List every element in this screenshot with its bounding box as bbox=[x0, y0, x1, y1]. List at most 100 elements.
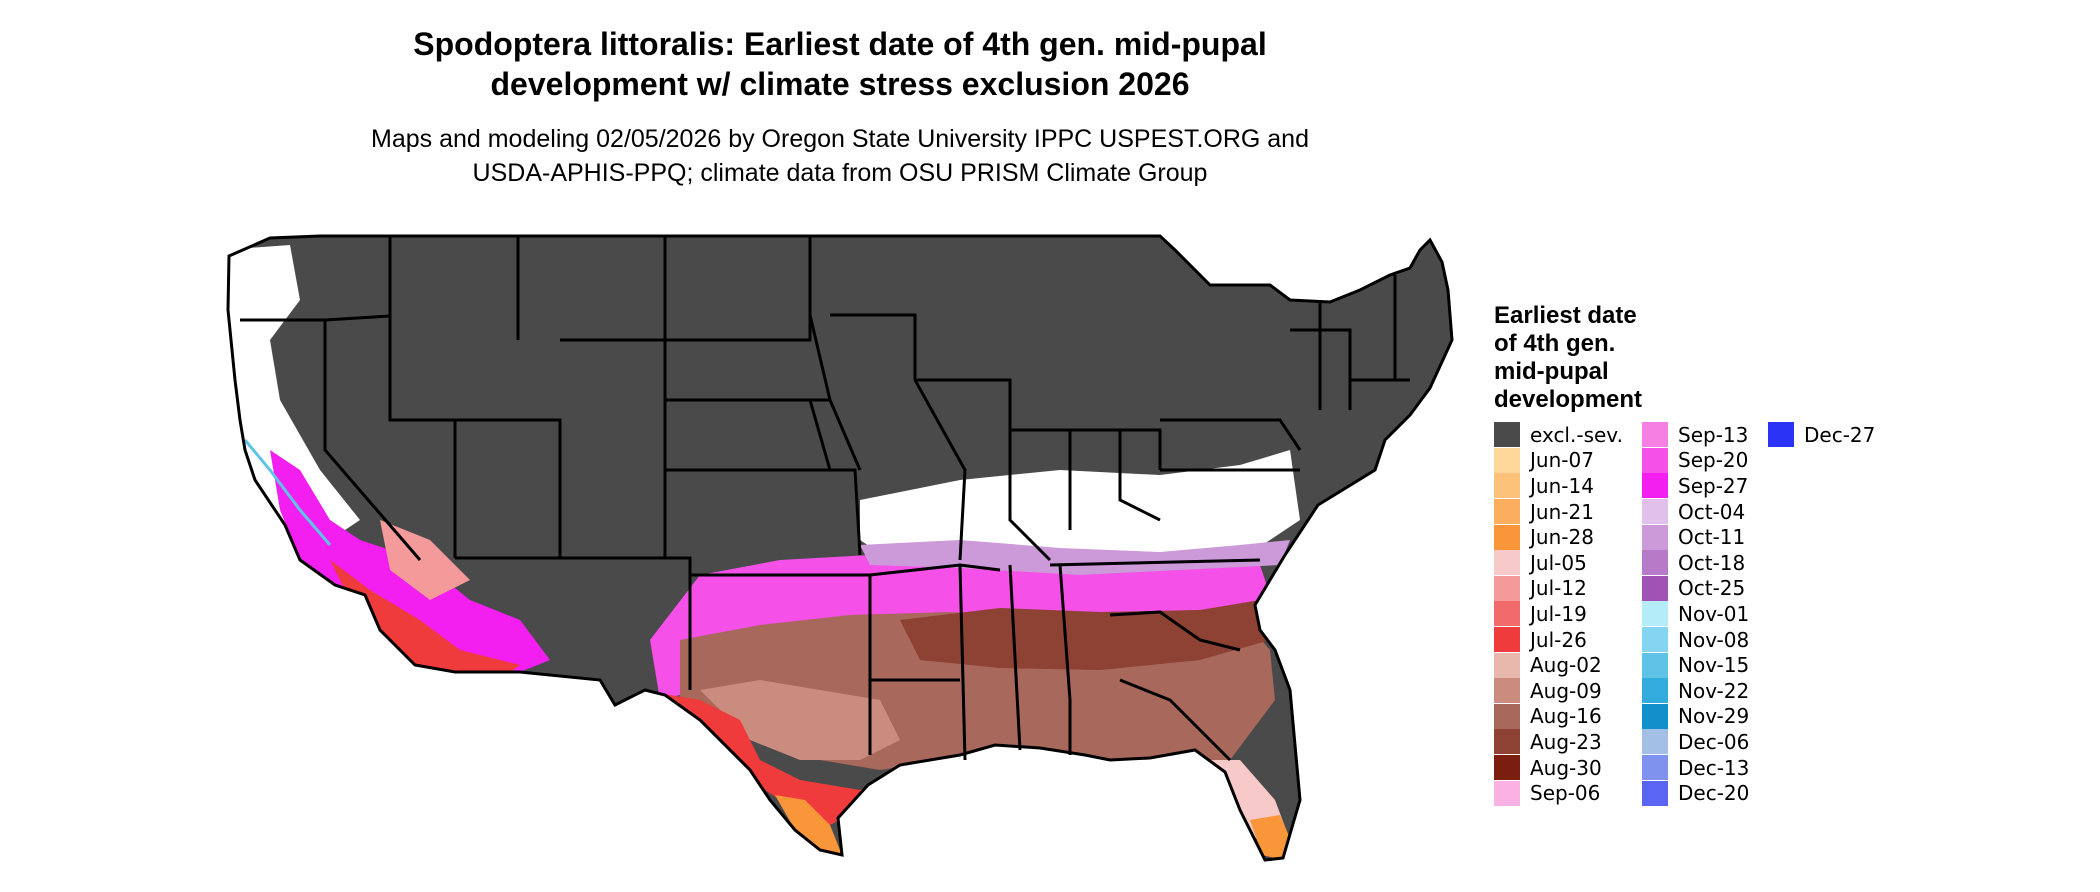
legend-column-2: Sep-13 Sep-20 Sep-27 Oct-04 Oct-11 Oct-18 Oct-… bbox=[1642, 422, 1749, 806]
map-subtitle-line-1: Maps and modeling 02/05/2026 by Oregon S… bbox=[371, 125, 1309, 153]
legend-swatch bbox=[1642, 575, 1668, 601]
legend-item: Sep-06 bbox=[1494, 780, 1623, 806]
legend-label: Sep-27 bbox=[1678, 473, 1749, 498]
band-jul-red-gulf bbox=[640, 690, 1255, 830]
legend-item: Sep-20 bbox=[1642, 447, 1749, 474]
legend-item: Jun-28 bbox=[1494, 524, 1623, 550]
legend-item: Nov-15 bbox=[1642, 652, 1749, 678]
legend-title-line-1: Earliest date bbox=[1494, 302, 1637, 329]
legend-item: Aug-23 bbox=[1494, 729, 1623, 755]
legend-item: Aug-09 bbox=[1494, 678, 1623, 704]
legend-label: Nov-08 bbox=[1678, 627, 1750, 652]
legend-item: Jul-05 bbox=[1494, 550, 1623, 576]
legend-swatch bbox=[1642, 703, 1668, 729]
state-borders bbox=[226, 234, 1454, 862]
legend-swatch bbox=[1494, 627, 1520, 653]
legend-label: Sep-06 bbox=[1530, 781, 1601, 806]
legend-label: Dec-13 bbox=[1678, 755, 1750, 780]
legend-swatch bbox=[1642, 780, 1668, 806]
white-zone-central bbox=[860, 450, 1300, 570]
legend-label: Sep-13 bbox=[1678, 422, 1749, 447]
legend-label: Nov-22 bbox=[1678, 678, 1750, 703]
legend-swatch bbox=[1494, 755, 1520, 781]
legend-swatch bbox=[1642, 601, 1668, 627]
legend-swatch bbox=[1642, 550, 1668, 576]
legend-item: Jun-14 bbox=[1494, 473, 1623, 499]
legend-label: Dec-06 bbox=[1678, 729, 1750, 754]
legend-swatch bbox=[1642, 729, 1668, 755]
legend-label: Jul-05 bbox=[1530, 550, 1587, 575]
legend-swatch bbox=[1494, 447, 1520, 473]
legend-swatch bbox=[1494, 729, 1520, 755]
legend-item: Jul-12 bbox=[1494, 575, 1623, 602]
legend-label: excl.-sev. bbox=[1530, 422, 1623, 447]
legend-item: Jul-26 bbox=[1494, 627, 1623, 653]
legend-item: Nov-08 bbox=[1642, 627, 1749, 653]
map-subtitle-line-2: USDA-APHIS-PPQ; climate data from OSU PR… bbox=[472, 159, 1208, 187]
legend-swatch bbox=[1494, 678, 1520, 704]
legend-label: Aug-30 bbox=[1530, 755, 1602, 780]
legend-swatch bbox=[1642, 678, 1668, 704]
legend-swatch bbox=[1494, 703, 1520, 729]
legend-label: Jul-12 bbox=[1530, 576, 1587, 601]
legend-item: Jun-21 bbox=[1494, 499, 1623, 525]
legend-swatch bbox=[1494, 422, 1520, 448]
legend-label: Oct-18 bbox=[1678, 550, 1746, 575]
legend-item: Jul-19 bbox=[1494, 601, 1623, 627]
legend-label: Jun-21 bbox=[1530, 499, 1594, 524]
map-title: Spodoptera littoralis: Earliest date of … bbox=[190, 24, 1490, 104]
legend-item: Sep-27 bbox=[1642, 473, 1749, 499]
legend-swatch bbox=[1642, 755, 1668, 781]
legend-swatch bbox=[1494, 780, 1520, 806]
legend-swatch bbox=[1768, 422, 1794, 448]
legend-item: Dec-13 bbox=[1642, 755, 1749, 781]
legend-swatch bbox=[1642, 499, 1668, 525]
legend-column-3: Dec-27 bbox=[1768, 422, 1875, 448]
legend-swatch bbox=[1642, 524, 1668, 550]
legend-swatch bbox=[1494, 473, 1520, 499]
legend-column-1: excl.-sev. Jun-07 Jun-14 Jun-21 Jun-28 Jul-05… bbox=[1494, 422, 1623, 806]
legend-swatch bbox=[1642, 447, 1668, 473]
legend-item: Aug-16 bbox=[1494, 703, 1623, 730]
legend-item: Nov-29 bbox=[1642, 703, 1750, 730]
band-jun-orange-texas bbox=[775, 795, 842, 855]
band-aug-dark bbox=[900, 600, 1270, 670]
legend-swatch bbox=[1494, 550, 1520, 576]
legend-item: excl.-sev. bbox=[1494, 422, 1623, 448]
legend-label: Oct-04 bbox=[1678, 499, 1746, 524]
legend-item: Nov-22 bbox=[1642, 678, 1749, 704]
legend-item: Nov-01 bbox=[1642, 601, 1749, 627]
legend-label: Aug-09 bbox=[1530, 678, 1602, 703]
legend-label: Nov-29 bbox=[1678, 704, 1750, 729]
legend-item: Sep-13 bbox=[1642, 422, 1749, 448]
legend-swatch bbox=[1494, 499, 1520, 525]
legend-label: Jun-28 bbox=[1530, 525, 1594, 550]
map-subtitle: Maps and modeling 02/05/2026 by Oregon S… bbox=[190, 122, 1490, 190]
legend-label: Sep-20 bbox=[1678, 448, 1749, 473]
legend-swatch bbox=[1642, 422, 1668, 448]
legend-item: Dec-20 bbox=[1642, 780, 1749, 806]
legend-swatch bbox=[1494, 524, 1520, 550]
legend-item: Oct-11 bbox=[1642, 524, 1749, 550]
legend-swatch bbox=[1642, 473, 1668, 499]
legend-item: Aug-02 bbox=[1494, 652, 1623, 678]
legend-item: Dec-06 bbox=[1642, 729, 1749, 755]
legend-label: Dec-20 bbox=[1678, 781, 1750, 806]
legend-label: Aug-23 bbox=[1530, 729, 1602, 754]
legend-swatch bbox=[1642, 627, 1668, 653]
legend-swatch bbox=[1494, 575, 1520, 601]
legend-title-line-2: of 4th gen. bbox=[1494, 330, 1616, 357]
legend-label: Oct-25 bbox=[1678, 576, 1746, 601]
legend-title-line-3: mid-pupal bbox=[1494, 358, 1609, 385]
legend-swatch bbox=[1494, 652, 1520, 678]
legend-item: Oct-04 bbox=[1642, 499, 1749, 525]
legend-label: Aug-16 bbox=[1530, 704, 1602, 729]
legend-label: Jul-26 bbox=[1530, 627, 1587, 652]
band-jun-orange-florida bbox=[1250, 815, 1295, 860]
legend-title: Earliest date of 4th gen. mid-pupal deve… bbox=[1494, 302, 1642, 414]
legend-label: Nov-01 bbox=[1678, 601, 1750, 626]
legend-label: Jul-19 bbox=[1530, 601, 1587, 626]
legend-label: Dec-27 bbox=[1804, 422, 1876, 447]
legend-swatch bbox=[1494, 601, 1520, 627]
